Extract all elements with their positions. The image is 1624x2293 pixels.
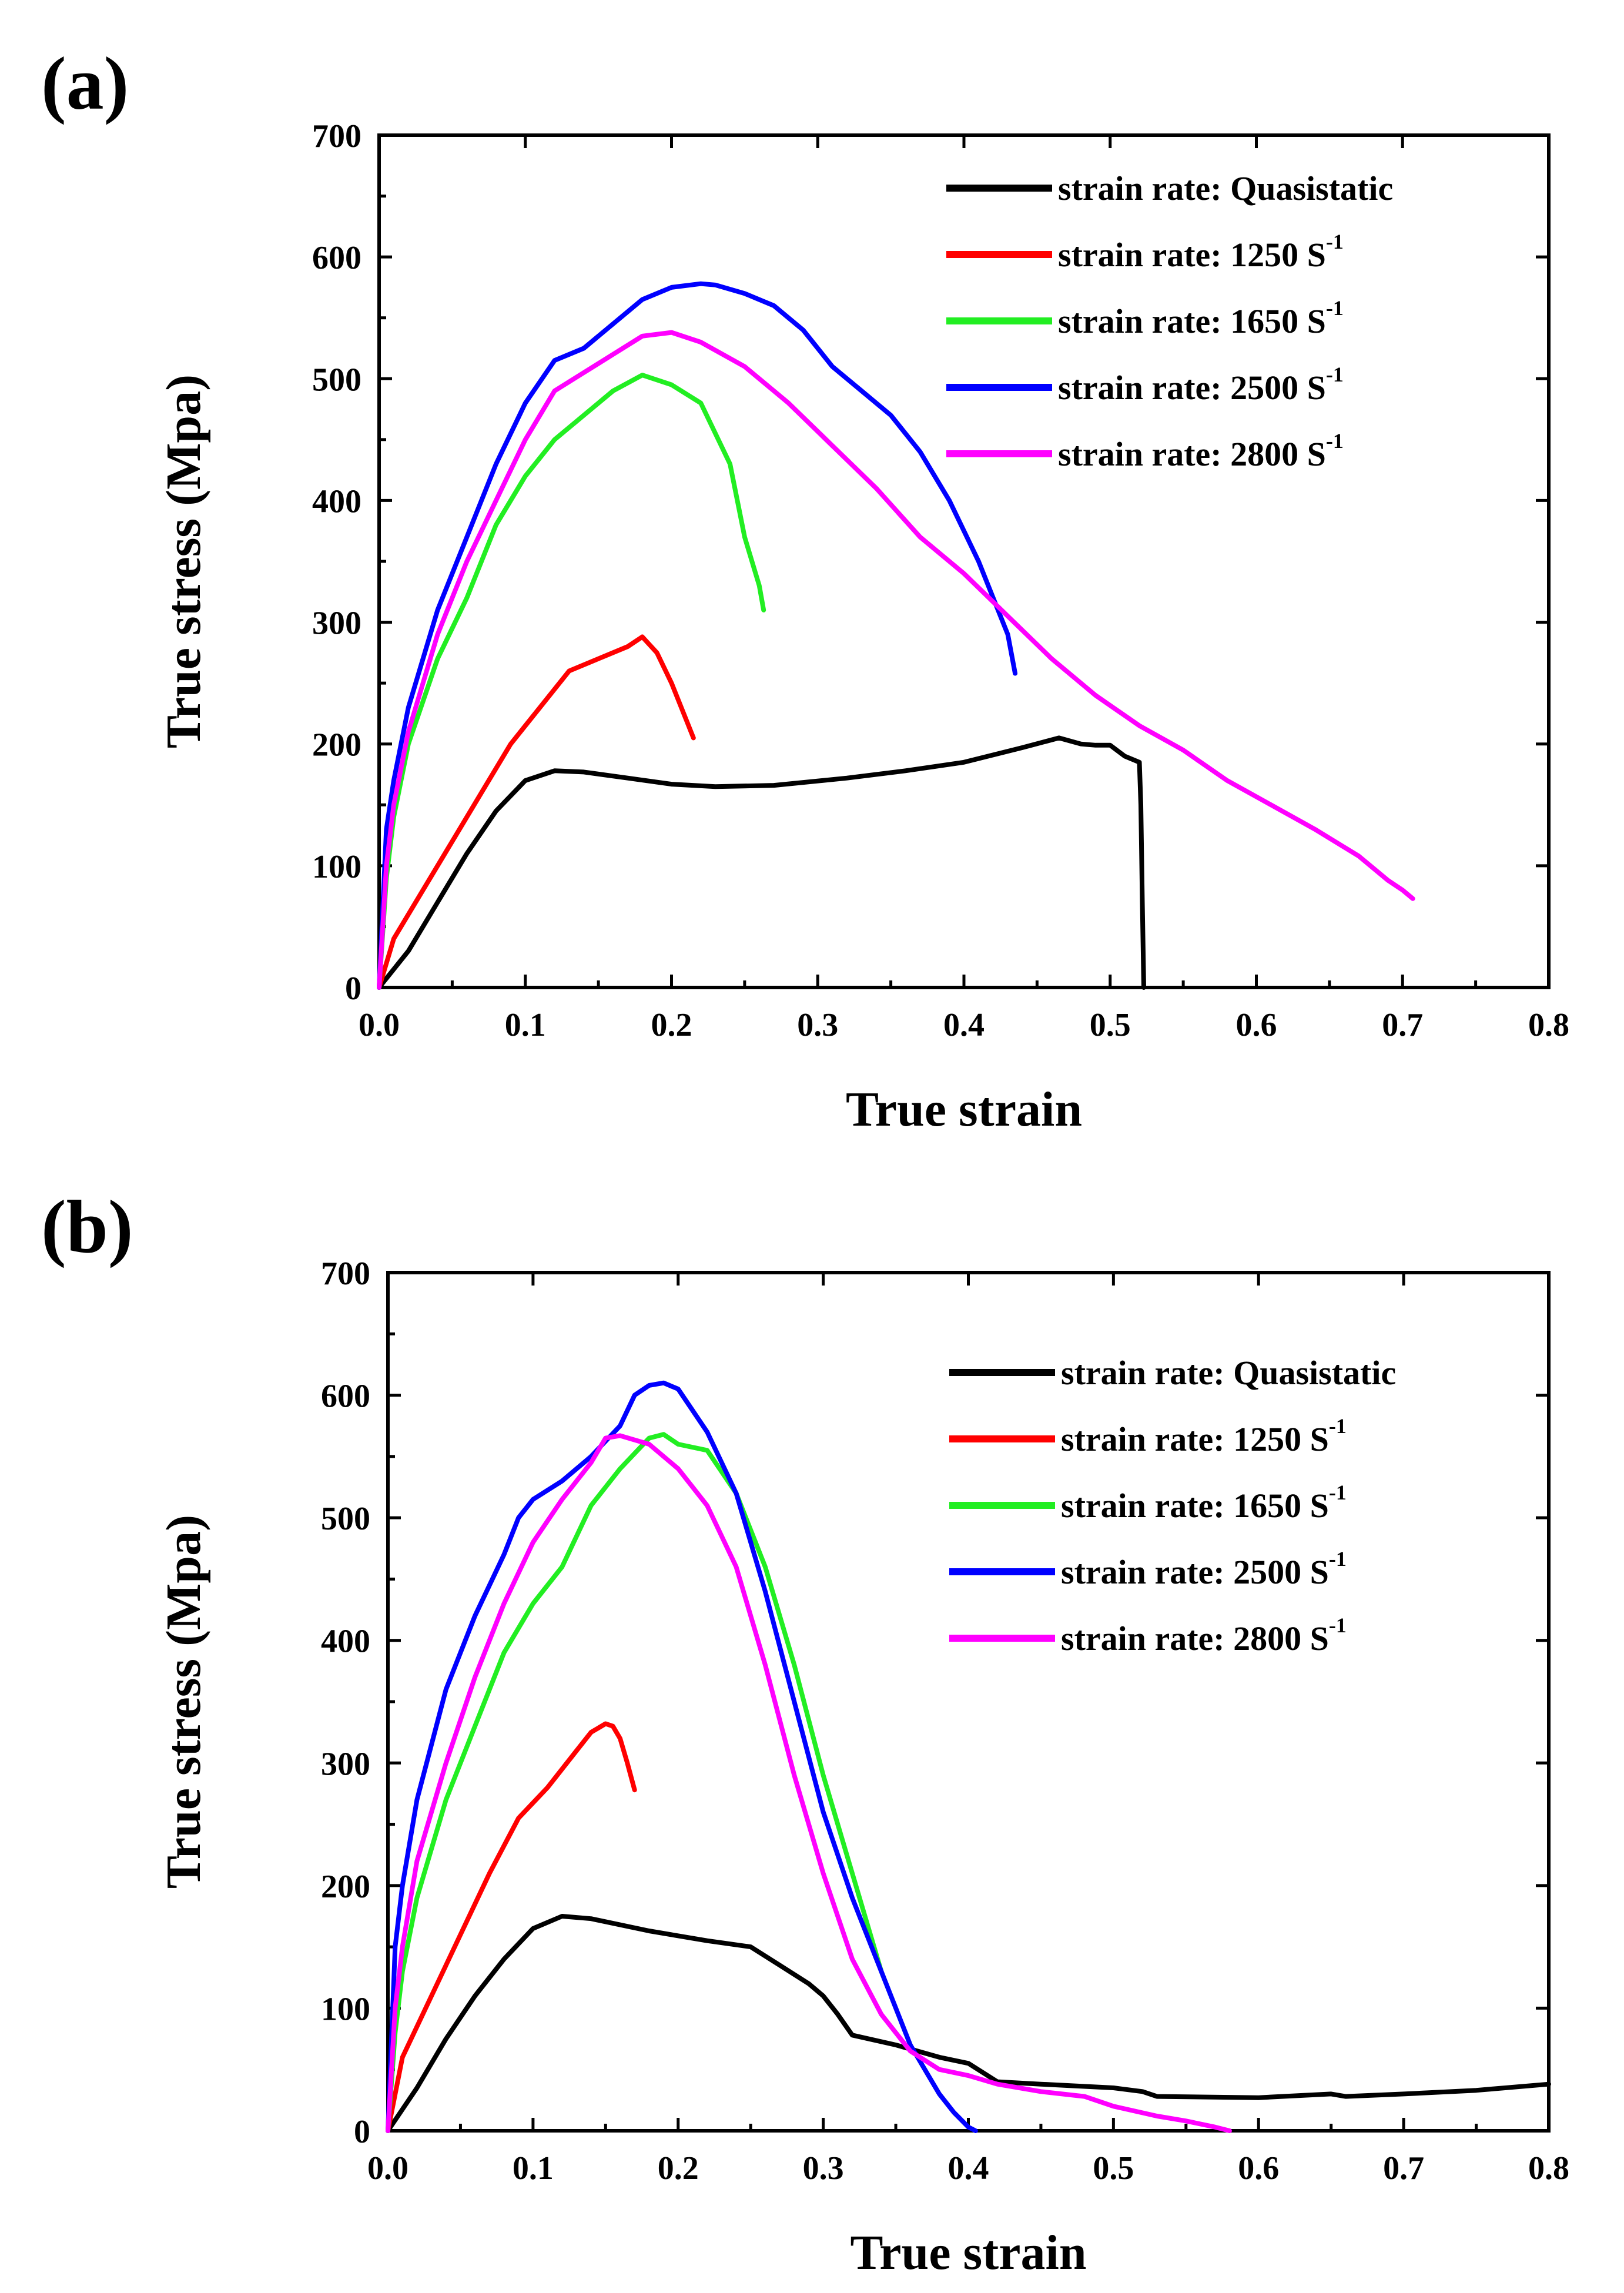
y-tick-label: 300 — [312, 605, 361, 642]
y-tick-label: 0 — [354, 2114, 370, 2150]
legend-label-r2800: strain rate: 2800 S-1 — [1061, 1614, 1347, 1658]
series-line-r2500 — [386, 1380, 978, 2133]
y-tick-label: 700 — [312, 118, 361, 155]
x-tick-label: 0.5 — [1090, 1007, 1131, 1043]
legend-label-quasistatic: strain rate: Quasistatic — [1058, 169, 1393, 207]
panel-a-axes: 0.0 0.1 0.2 0.3 0.4 0.5 0.6 0.7 0.8 0 100 200 300 400… — [156, 118, 1569, 1137]
panel-b-axes: 0.0 0.1 0.2 0.3 0.4 0.5 0.6 0.7 0.8 0 100 200 300 400… — [156, 1256, 1569, 2280]
x-tick-label: 0.0 — [359, 1007, 400, 1043]
x-tick-label: 0.6 — [1238, 2150, 1279, 2187]
series-line-quasistatic — [386, 1914, 1551, 2133]
y-tick-label: 700 — [321, 1256, 370, 1292]
legend-label-r2800: strain rate: 2800 S-1 — [1058, 429, 1344, 473]
legend-label-r2500: strain rate: 2500 S-1 — [1061, 1547, 1347, 1591]
series-line-r1650 — [377, 373, 766, 990]
panel-label-a: (a) — [41, 42, 129, 125]
x-tick-label: 0.4 — [943, 1007, 985, 1043]
series-line-r1250 — [386, 1721, 637, 2133]
x-tick-label: 0.1 — [513, 2150, 554, 2187]
x-tick-label: 0.1 — [505, 1007, 546, 1043]
y-tick-label: 0 — [345, 970, 361, 1007]
x-tick-label: 0.3 — [803, 2150, 844, 2187]
legend-label-quasistatic: strain rate: Quasistatic — [1061, 1354, 1396, 1392]
legend-label-r2500: strain rate: 2500 S-1 — [1058, 363, 1344, 407]
panel-a-series — [377, 281, 1415, 990]
legend-label-r1650: strain rate: 1650 S-1 — [1058, 296, 1344, 340]
panel-b-series — [386, 1380, 1551, 2133]
plot-frame-a — [377, 133, 1551, 989]
y-tick-label: 500 — [321, 1501, 370, 1537]
panel-a-legend: strain rate: Quasistatic strain rate: 125… — [946, 169, 1393, 473]
y-tick-label: 600 — [312, 240, 361, 276]
legend-label-r1250: strain rate: 1250 S-1 — [1061, 1414, 1347, 1458]
x-tick-label: 0.2 — [651, 1007, 692, 1043]
legend-label-r1250: strain rate: 1250 S-1 — [1058, 230, 1344, 274]
x-axis-title: True strain — [846, 1082, 1082, 1137]
series-line-r2800 — [386, 1433, 1232, 2133]
series-line-r2500 — [377, 281, 1018, 990]
y-tick-label: 400 — [312, 483, 361, 520]
y-tick-label: 100 — [321, 1991, 370, 2027]
y-tick-label: 100 — [312, 849, 361, 885]
y-axis-title: True stress (Mpa) — [156, 374, 211, 748]
series-line-quasistatic — [377, 735, 1146, 990]
x-tick-label: 0.8 — [1528, 1007, 1569, 1043]
y-tick-label: 600 — [321, 1378, 370, 1415]
series-line-r1650 — [386, 1432, 884, 2133]
x-tick-label: 0.2 — [658, 2150, 699, 2187]
x-tick-label: 0.7 — [1382, 1007, 1423, 1043]
x-tick-label: 0.5 — [1093, 2150, 1134, 2187]
x-tick-label: 0.6 — [1236, 1007, 1277, 1043]
x-tick-label: 0.7 — [1383, 2150, 1424, 2187]
x-axis-title: True strain — [850, 2225, 1086, 2280]
x-tick-label: 0.0 — [367, 2150, 408, 2187]
y-tick-label: 200 — [321, 1869, 370, 1905]
series-line-r1250 — [377, 634, 696, 990]
x-tick-label: 0.8 — [1528, 2150, 1569, 2187]
y-axis-title: True stress (Mpa) — [156, 1515, 211, 1889]
x-tick-label: 0.3 — [797, 1007, 838, 1043]
y-tick-label: 200 — [312, 727, 361, 764]
y-tick-label: 500 — [312, 361, 361, 398]
y-tick-label: 300 — [321, 1746, 370, 1782]
panel-a: (a) 0.0 0.1 0.2 0.3 0.4 0.5 0.6 0.7 0.8 0 100 200 30… — [41, 42, 1569, 1137]
plot-frame-b — [386, 1271, 1551, 2133]
panel-b: (b) 0.0 0.1 0.2 0.3 0.4 0.5 0.6 0.7 0.8 0 100 200 30… — [41, 1185, 1569, 2280]
y-tick-label: 400 — [321, 1623, 370, 1660]
x-tick-label: 0.4 — [948, 2150, 989, 2187]
legend-label-r1650: strain rate: 1650 S-1 — [1061, 1481, 1347, 1525]
series-line-r2800 — [377, 330, 1415, 990]
panel-label-b: (b) — [41, 1185, 133, 1268]
panel-b-legend: strain rate: Quasistatic strain rate: 125… — [949, 1354, 1396, 1658]
